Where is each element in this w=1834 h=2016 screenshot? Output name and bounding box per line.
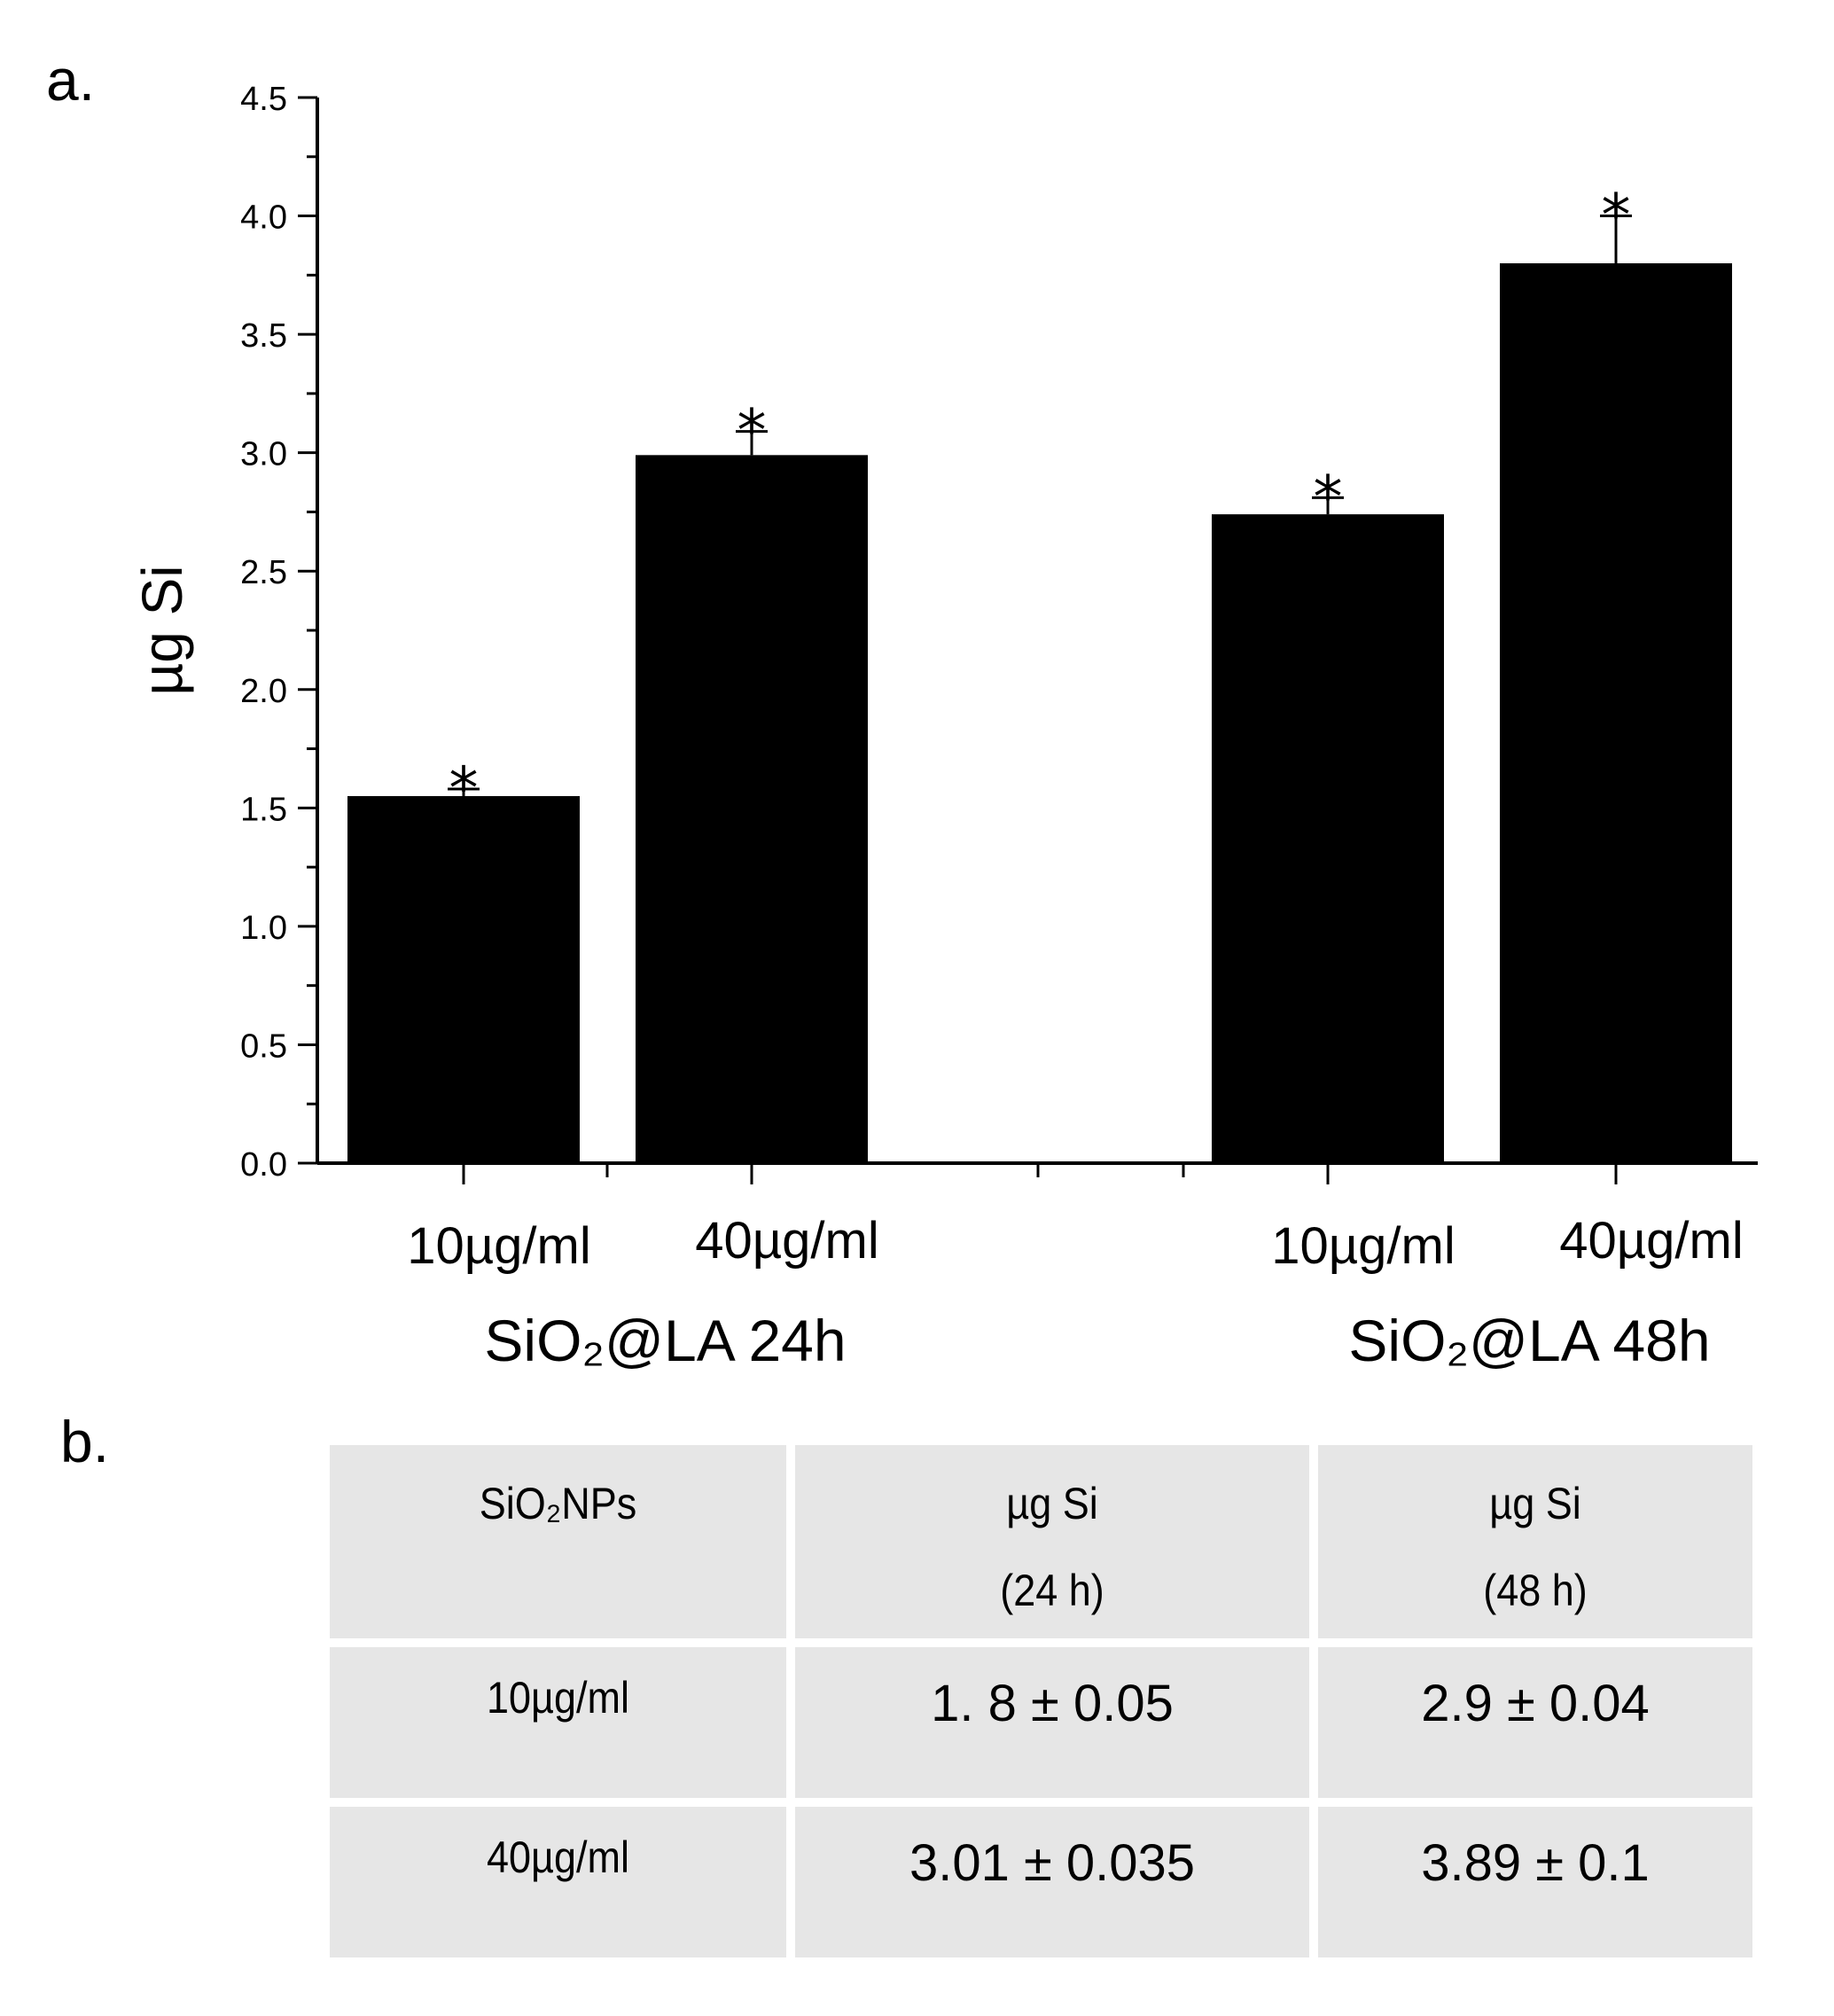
y-tick-label: 4.0 xyxy=(240,199,287,237)
panel-label-a: a. xyxy=(46,47,96,113)
bar-label: 10µg/ml xyxy=(407,1217,591,1275)
value-24h: 3.01 ± 0.035 xyxy=(909,1834,1196,1892)
significance-mark: * xyxy=(449,754,479,823)
y-tick-label: 1.5 xyxy=(240,791,287,828)
value-cell-48h: 3.89 ± 0.1 xyxy=(1318,1807,1752,1957)
row-label: 10µg/ml xyxy=(486,1673,629,1723)
header-cell-48h: µg Si (48 h) xyxy=(1318,1445,1752,1638)
bar-label: 10µg/ml xyxy=(1271,1217,1455,1275)
header-cell-24h: µg Si (24 h) xyxy=(795,1445,1309,1638)
bar xyxy=(1212,514,1444,1163)
value-cell-24h: 3.01 ± 0.035 xyxy=(795,1807,1309,1957)
bar xyxy=(636,455,868,1163)
y-tick-label: 0.5 xyxy=(240,1028,287,1065)
header-nps: SiO₂NPs xyxy=(479,1479,637,1528)
table-row: 40µg/ml 3.01 ± 0.035 3.89 ± 0.1 xyxy=(330,1807,1752,1957)
header-48h-line2: (48 h) xyxy=(1483,1566,1588,1615)
significance-mark: * xyxy=(738,397,767,465)
row-label-cell: 10µg/ml xyxy=(330,1647,786,1798)
panel-label-b: b. xyxy=(60,1409,110,1474)
value-24h: 1. 8 ± 0.05 xyxy=(931,1675,1174,1732)
table-header-row: SiO₂NPs µg Si (24 h) µg Si (48 h) xyxy=(330,1445,1752,1638)
y-axis-label: µg Si xyxy=(130,565,194,695)
significance-mark: * xyxy=(1314,463,1343,531)
bar xyxy=(1500,262,1732,1163)
header-24h-line1: µg Si xyxy=(1006,1479,1098,1528)
y-tick-label: 4.5 xyxy=(240,81,287,118)
y-tick-label: 2.5 xyxy=(240,554,287,591)
group-label: SiO₂@LA 48h xyxy=(1348,1308,1710,1373)
header-24h-line2: (24 h) xyxy=(1000,1566,1104,1615)
bar-chart: 0.0 0.5 1.0 1.5 2.0 2.5 3.0 3.5 4.0 4.5 µg Si * 10µg… xyxy=(130,81,1758,1373)
bar xyxy=(347,795,580,1163)
group-label: SiO₂@LA 24h xyxy=(484,1308,846,1373)
results-table: SiO₂NPs µg Si (24 h) µg Si (48 h) 10µg/m… xyxy=(321,1436,1761,1966)
value-48h: 2.9 ± 0.04 xyxy=(1421,1675,1650,1732)
y-tick-label: 0.0 xyxy=(240,1146,287,1184)
table-row: 10µg/ml 1. 8 ± 0.05 2.9 ± 0.04 xyxy=(330,1647,1752,1798)
bar-label: 40µg/ml xyxy=(1559,1212,1744,1270)
value-cell-48h: 2.9 ± 0.04 xyxy=(1318,1647,1752,1798)
value-48h: 3.89 ± 0.1 xyxy=(1421,1834,1650,1892)
value-cell-24h: 1. 8 ± 0.05 xyxy=(795,1647,1309,1798)
y-tick-label: 1.0 xyxy=(240,910,287,947)
significance-mark: * xyxy=(1602,182,1631,250)
y-tick-label: 3.5 xyxy=(240,317,287,355)
header-cell-nps: SiO₂NPs xyxy=(330,1445,786,1638)
row-label: 40µg/ml xyxy=(486,1832,629,1882)
y-tick-label: 2.0 xyxy=(240,673,287,710)
row-label-cell: 40µg/ml xyxy=(330,1807,786,1957)
bar-label: 40µg/ml xyxy=(695,1212,879,1270)
header-48h-line1: µg Si xyxy=(1489,1479,1581,1528)
y-tick-label: 3.0 xyxy=(240,436,287,473)
